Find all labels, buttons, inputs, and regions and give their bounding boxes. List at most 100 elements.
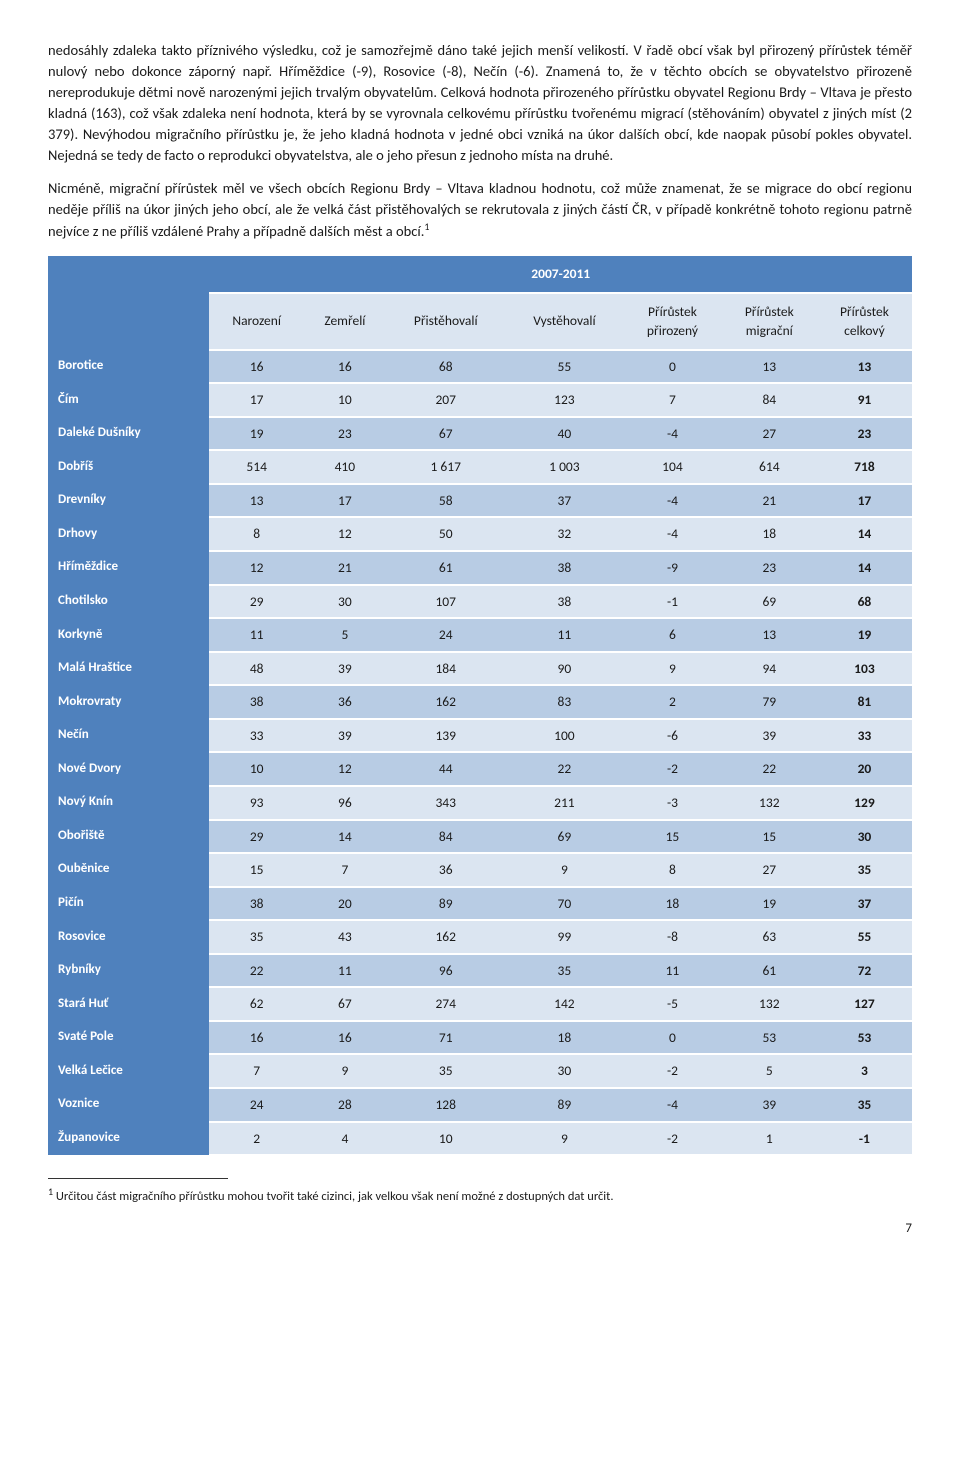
- table-cell: 30: [304, 585, 386, 619]
- table-cell: 84: [722, 383, 817, 417]
- table-cell: 12: [304, 517, 386, 551]
- table-cell: 81: [817, 685, 912, 719]
- row-label: Voznice: [48, 1088, 209, 1122]
- table-cell: 9: [623, 652, 722, 686]
- table-cell: 67: [304, 987, 386, 1021]
- row-label: Nové Dvory: [48, 752, 209, 786]
- table-cell: 3: [817, 1054, 912, 1088]
- table-cell: 11: [506, 618, 624, 652]
- table-cell: 61: [722, 954, 817, 988]
- table-cell: 22: [209, 954, 303, 988]
- table-cell: 2: [209, 1122, 303, 1156]
- table-cell: 27: [722, 853, 817, 887]
- table-cell: 20: [304, 887, 386, 921]
- table-cell: -1: [623, 585, 722, 619]
- table-cell: 67: [386, 417, 506, 451]
- row-label: Drevníky: [48, 484, 209, 518]
- table-cell: 69: [722, 585, 817, 619]
- table-cell: 13: [722, 350, 817, 384]
- table-cell: 89: [386, 887, 506, 921]
- table-row: Pičín38208970181937: [48, 887, 912, 921]
- table-cell: -5: [623, 987, 722, 1021]
- table-cell: 139: [386, 719, 506, 753]
- table-cell: 39: [722, 1088, 817, 1122]
- table-period-header: 2007-2011: [209, 256, 912, 293]
- table-cell: 35: [817, 1088, 912, 1122]
- table-cell: 132: [722, 786, 817, 820]
- table-cell: 2: [623, 685, 722, 719]
- table-cell: 1 617: [386, 450, 506, 484]
- table-cell: 10: [209, 752, 303, 786]
- table-cell: 62: [209, 987, 303, 1021]
- row-label: Borotice: [48, 350, 209, 384]
- table-cell: 274: [386, 987, 506, 1021]
- table-cell: 17: [209, 383, 303, 417]
- table-cell: 4: [304, 1122, 386, 1156]
- table-cell: 20: [817, 752, 912, 786]
- table-cell: 5: [722, 1054, 817, 1088]
- table-row: Chotilsko293010738-16968: [48, 585, 912, 619]
- col-header: Přírůstekcelkový: [817, 293, 912, 350]
- row-label: Hříměždice: [48, 551, 209, 585]
- table-cell: 55: [506, 350, 624, 384]
- row-label: Obořiště: [48, 820, 209, 854]
- row-label: Rybníky: [48, 954, 209, 988]
- table-cell: 129: [817, 786, 912, 820]
- table-cell: 15: [722, 820, 817, 854]
- table-cell: 50: [386, 517, 506, 551]
- table-row: Borotice1616685501313: [48, 350, 912, 384]
- table-row: Drevníky13175837-42117: [48, 484, 912, 518]
- table-cell: 10: [304, 383, 386, 417]
- table-cell: 410: [304, 450, 386, 484]
- table-cell: 17: [304, 484, 386, 518]
- col-header: Přistěhovalí: [386, 293, 506, 350]
- row-label: Drhovy: [48, 517, 209, 551]
- table-cell: 207: [386, 383, 506, 417]
- table-row: Stará Huť6267274142-5132127: [48, 987, 912, 1021]
- table-cell: 13: [209, 484, 303, 518]
- table-cell: 5: [304, 618, 386, 652]
- table-cell: -3: [623, 786, 722, 820]
- table-cell: 36: [304, 685, 386, 719]
- table-cell: 8: [209, 517, 303, 551]
- table-cell: -2: [623, 1122, 722, 1156]
- col-header: Přírůstekpřirozený: [623, 293, 722, 350]
- row-label: Svaté Pole: [48, 1021, 209, 1055]
- table-cell: -6: [623, 719, 722, 753]
- row-label: Ouběnice: [48, 853, 209, 887]
- table-cell: 21: [304, 551, 386, 585]
- table-row: Rybníky22119635116172: [48, 954, 912, 988]
- population-table: 2007-2011 NarozeníZemřelíPřistěhovalíVys…: [48, 256, 912, 1156]
- table-cell: 29: [209, 585, 303, 619]
- table-cell: 7: [209, 1054, 303, 1088]
- table-cell: 40: [506, 417, 624, 451]
- col-header: Narození: [209, 293, 303, 350]
- table-cell: 27: [722, 417, 817, 451]
- table-row: Mokrovraty38361628327981: [48, 685, 912, 719]
- table-cell: 16: [304, 350, 386, 384]
- table-cell: 53: [817, 1021, 912, 1055]
- table-cell: 70: [506, 887, 624, 921]
- table-cell: 48: [209, 652, 303, 686]
- table-cell: 19: [722, 887, 817, 921]
- table-cell: 184: [386, 652, 506, 686]
- row-label: Dobříš: [48, 450, 209, 484]
- table-cell: 37: [817, 887, 912, 921]
- table-cell: -1: [817, 1122, 912, 1156]
- row-label: Nečín: [48, 719, 209, 753]
- table-cell: 96: [304, 786, 386, 820]
- table-cell: 44: [386, 752, 506, 786]
- table-cell: 35: [506, 954, 624, 988]
- table-cell: 23: [722, 551, 817, 585]
- table-cell: 132: [722, 987, 817, 1021]
- row-label: Županovice: [48, 1122, 209, 1156]
- table-cell: 68: [386, 350, 506, 384]
- table-cell: 123: [506, 383, 624, 417]
- table-row: Korkyně115241161319: [48, 618, 912, 652]
- table-cell: 29: [209, 820, 303, 854]
- table-cell: 39: [304, 652, 386, 686]
- table-cell: 17: [817, 484, 912, 518]
- table-cell: 16: [209, 350, 303, 384]
- table-row: Nečín3339139100-63933: [48, 719, 912, 753]
- table-row: Ouběnice15736982735: [48, 853, 912, 887]
